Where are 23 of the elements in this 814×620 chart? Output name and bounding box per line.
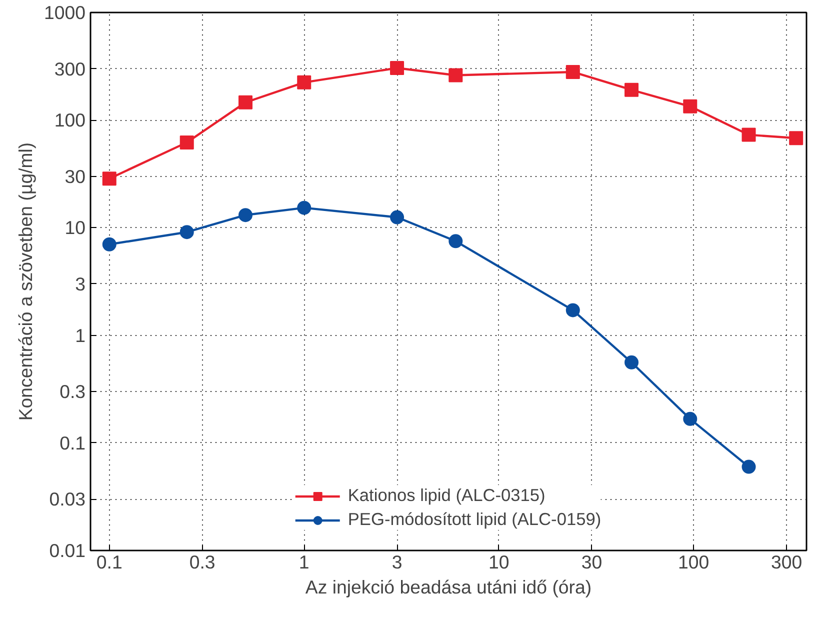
- x-axis-title: Az injekció beadása utáni idő (óra): [305, 576, 592, 598]
- y-tick-label: 0.3: [60, 381, 86, 402]
- x-tick-label: 0.1: [96, 552, 122, 572]
- y-tick-label: 10: [64, 217, 86, 238]
- x-tick-label: 0.3: [189, 552, 216, 572]
- y-tick-label: 0.03: [49, 488, 86, 510]
- x-tick-label: 300: [770, 552, 802, 572]
- x-tick-label: 10: [488, 552, 510, 572]
- y-tick-label: 1: [75, 324, 86, 346]
- y-tick-label: 3: [75, 273, 86, 294]
- y-tick-label: 0.01: [49, 540, 86, 561]
- legend-label: PEG-módosított lipid (ALC-0159): [348, 509, 602, 530]
- x-tick-label: 100: [678, 552, 710, 572]
- y-tick-label: 0.1: [60, 432, 86, 454]
- x-tick-label: 30: [581, 552, 602, 572]
- x-tick-label: 1: [298, 552, 310, 572]
- y-tick-label: 300: [54, 58, 86, 80]
- y-axis-title: Koncentráció a szövetben (µg/ml): [14, 142, 36, 421]
- y-tick-label: 1000: [44, 2, 86, 23]
- x-tick-label: 3: [392, 552, 402, 572]
- legend-label: Kationos lipid (ALC-0315): [348, 485, 546, 506]
- y-tick-label: 100: [54, 110, 86, 131]
- y-tick-label: 30: [64, 166, 86, 187]
